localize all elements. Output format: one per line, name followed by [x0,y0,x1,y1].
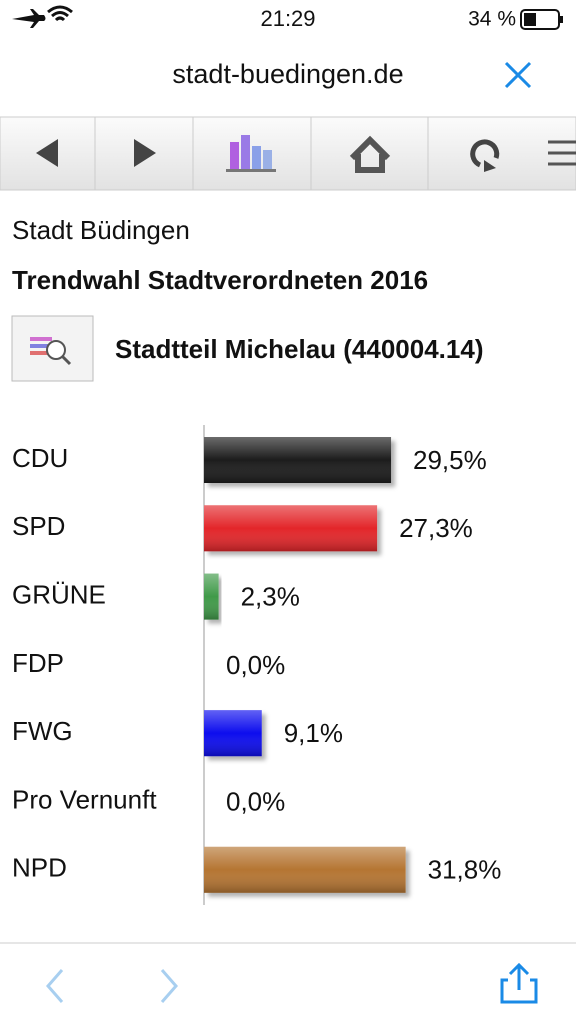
value-label: 31,8% [428,855,502,885]
bar-gloss [204,573,219,620]
battery-text: 34 % [468,8,516,31]
home-button[interactable] [349,135,391,173]
category-label: FWG [12,716,73,746]
page-title: Trendwahl Stadtverordneten 2016 [12,265,428,295]
battery-level [524,13,536,26]
battery-icon [520,9,560,30]
clock: 21:29 [260,6,315,31]
status-bar: 21:29 34 % [12,5,563,31]
menu-button[interactable] [548,140,576,166]
value-label: 29,5% [413,445,487,475]
toolbar-bg [0,116,576,191]
bar-gloss [204,710,262,757]
reload-button[interactable] [470,139,500,168]
browser-back[interactable] [46,969,64,1003]
wifi-icon [47,5,73,22]
value-label: 9,1% [284,718,343,748]
category-label: FDP [12,648,64,678]
bar-gloss [204,505,378,552]
airplane-icon [12,9,46,28]
battery-tip [560,16,563,23]
chart-button[interactable] [226,135,276,172]
category-label: Pro Vernunft [12,784,157,814]
category-label: CDU [12,443,68,473]
url[interactable]: stadt-buedingen.de [172,59,403,89]
bar-gloss [204,437,392,483]
chart: CDU 29,5% SPD 27,3% GRÜNE 2,3% FDP 0,0% FWG 9,1% P… [12,425,501,905]
value-label: 0,0% [226,786,285,816]
share-button[interactable] [500,962,538,1004]
district-title: Stadtteil Michelau (440004.14) [115,334,483,364]
bar-gloss [204,846,406,893]
reload-arrow [484,160,496,172]
back-button[interactable] [36,139,58,167]
category-label: GRÜNE [12,579,106,609]
category-label: NPD [12,853,67,883]
value-label: 27,3% [399,513,473,543]
close-button[interactable] [504,61,532,89]
site-name: Stadt Büdingen [12,215,190,245]
forward-button[interactable] [134,139,156,167]
value-label: 2,3% [241,581,300,611]
category-label: SPD [12,511,65,541]
browser-forward[interactable] [160,969,178,1003]
zoom-icon [30,337,72,366]
toolbar [0,116,576,191]
value-label: 0,0% [226,650,285,680]
